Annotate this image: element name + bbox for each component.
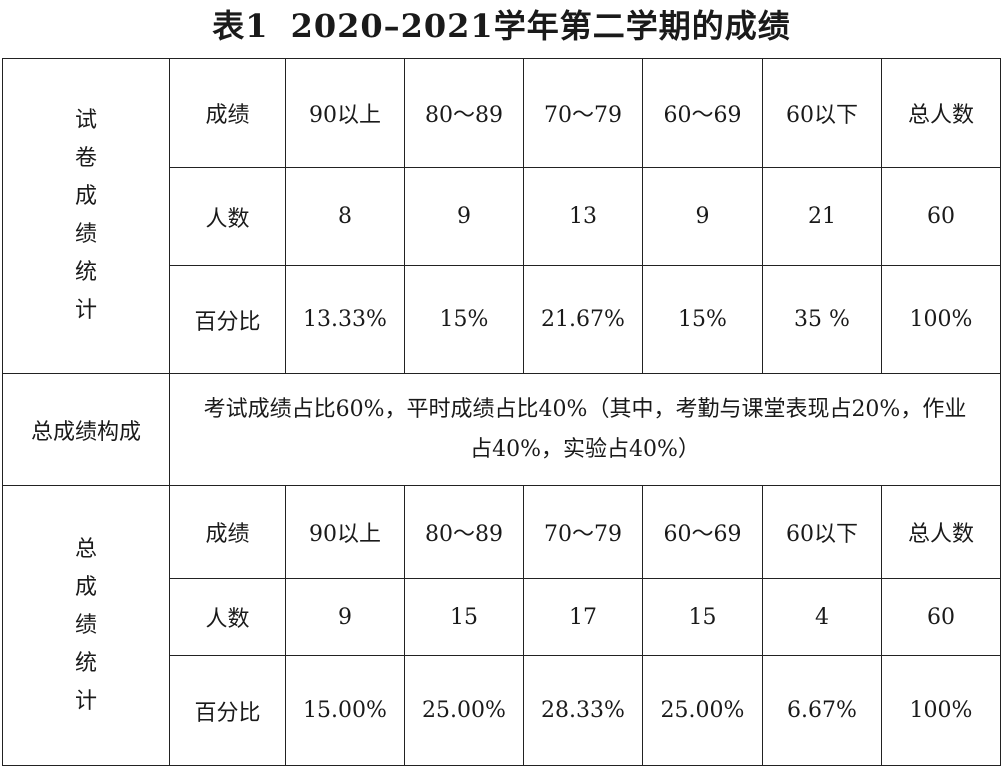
- header-cell: 总人数: [881, 58, 1001, 168]
- table-number: 表1: [212, 7, 269, 45]
- count-cell: 8: [285, 167, 405, 266]
- percent-cell: 28.33%: [523, 655, 643, 766]
- count-cell: 60: [881, 578, 1001, 656]
- count-cell: 4: [762, 578, 882, 656]
- count-cell: 17: [523, 578, 643, 656]
- composition-line-2: 占40%，实验占40%）: [470, 436, 700, 462]
- row-label: 人数: [169, 167, 286, 266]
- row-label: 人数: [169, 578, 286, 656]
- table-row: 总成绩构成 考试成绩占比60%，平时成绩占比40%（其中，考勤与课堂表现占20%…: [2, 373, 1001, 486]
- table-title: 表1 2020–2021学年第二学期的成绩: [0, 0, 1003, 56]
- composition-description: 考试成绩占比60%，平时成绩占比40%（其中，考勤与课堂表现占20%，作业 占4…: [169, 373, 1001, 486]
- header-cell: 70～79: [523, 58, 643, 168]
- row-label: 百分比: [169, 655, 286, 766]
- header-cell: 80～89: [404, 58, 524, 168]
- percent-cell: 100%: [881, 655, 1001, 766]
- percent-cell: 25.00%: [642, 655, 763, 766]
- percent-cell: 15%: [642, 265, 763, 374]
- count-cell: 15: [642, 578, 763, 656]
- header-cell: 90以上: [285, 485, 405, 579]
- table-title-text: 2020–2021学年第二学期的成绩: [290, 7, 791, 45]
- table-row: 人数 9 15 17 15 4 60: [3, 578, 1001, 656]
- composition-line-1: 考试成绩占比60%，平时成绩占比40%（其中，考勤与课堂表现占20%，作业: [203, 396, 967, 422]
- count-cell: 60: [881, 167, 1001, 266]
- count-cell: 9: [404, 167, 524, 266]
- count-cell: 21: [762, 167, 882, 266]
- header-cell: 90以上: [285, 58, 405, 168]
- row-label: 百分比: [169, 265, 286, 374]
- section2-label: 总 成 绩 统 计: [2, 485, 170, 766]
- percent-cell: 35 %: [762, 265, 882, 374]
- composition-label: 总成绩构成: [2, 373, 170, 486]
- header-cell: 60以下: [762, 58, 882, 168]
- header-cell: 60以下: [762, 485, 882, 579]
- count-cell: 9: [642, 167, 763, 266]
- count-cell: 9: [285, 578, 405, 656]
- section1-label: 试 卷 成 绩 统 计: [2, 58, 170, 374]
- table-row: 人数 8 9 13 9 21 60: [3, 167, 1001, 266]
- table-row: 总 成 绩 统 计 成绩 90以上 80～89 70～79 60～69 60以下…: [2, 485, 1001, 766]
- header-cell: 80～89: [404, 485, 524, 579]
- table-row: 百分比 15.00% 25.00% 28.33% 25.00% 6.67% 10…: [3, 655, 1001, 766]
- percent-cell: 6.67%: [762, 655, 882, 766]
- grades-table: 试 卷 成 绩 统 计 成绩 90以上 80～89 70～79 60～69 60…: [2, 58, 1001, 766]
- percent-cell: 15%: [404, 265, 524, 374]
- percent-cell: 13.33%: [285, 265, 405, 374]
- percent-cell: 15.00%: [285, 655, 405, 766]
- header-cell: 成绩: [169, 485, 286, 579]
- header-cell: 70～79: [523, 485, 643, 579]
- count-cell: 15: [404, 578, 524, 656]
- header-cell: 60～69: [642, 485, 763, 579]
- percent-cell: 21.67%: [523, 265, 643, 374]
- percent-cell: 25.00%: [404, 655, 524, 766]
- header-cell: 总人数: [881, 485, 1001, 579]
- count-cell: 13: [523, 167, 643, 266]
- table-row: 百分比 13.33% 15% 21.67% 15% 35 % 100%: [3, 265, 1001, 374]
- header-cell: 60～69: [642, 58, 763, 168]
- percent-cell: 100%: [881, 265, 1001, 374]
- table-row: 试 卷 成 绩 统 计 成绩 90以上 80～89 70～79 60～69 60…: [2, 58, 1001, 374]
- header-cell: 成绩: [169, 58, 286, 168]
